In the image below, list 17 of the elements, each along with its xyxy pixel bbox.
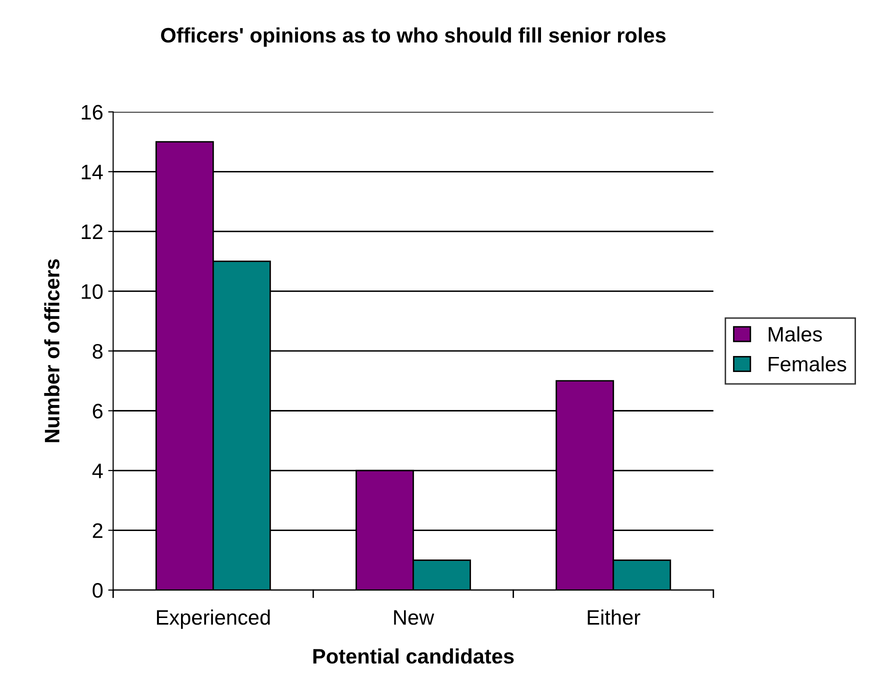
y-axis-title: Number of officers bbox=[44, 259, 60, 442]
y-tick-label: 16 bbox=[82, 104, 103, 120]
y-tick-label: 4 bbox=[92, 464, 103, 478]
legend-label: Males bbox=[768, 326, 822, 342]
y-tick-label: 0 bbox=[92, 583, 103, 598]
chart-title: Officers' opinions as to who should fill senior roles bbox=[161, 27, 666, 47]
x-axis-title: Potential candidates bbox=[313, 648, 514, 664]
x-tick-label: Experienced bbox=[156, 610, 270, 629]
y-tick-label: 14 bbox=[82, 164, 103, 180]
x-tick-label: New bbox=[394, 610, 434, 625]
legend-label: Females bbox=[768, 356, 846, 372]
y-tick-label: 12 bbox=[82, 224, 102, 239]
x-tick-label: Either bbox=[588, 610, 640, 625]
y-tick-label: 10 bbox=[82, 284, 103, 299]
y-tick-label: 2 bbox=[92, 523, 102, 538]
y-tick-label: 6 bbox=[92, 404, 103, 418]
y-tick-label: 8 bbox=[92, 344, 103, 359]
